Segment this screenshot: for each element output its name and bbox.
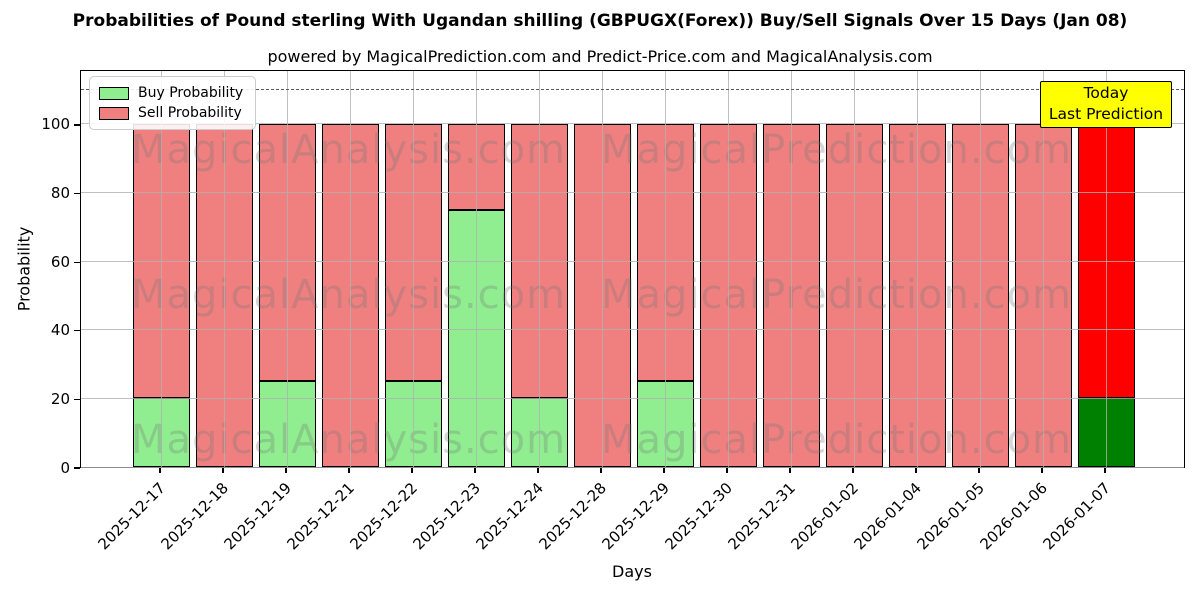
y-tick-label: 0 [60,458,70,477]
x-tick-label: 2025-12-23 [409,479,484,554]
y-tick-mark [74,124,80,126]
y-tick-label: 80 [50,184,70,203]
chart-subtitle: powered by MagicalPrediction.com and Pre… [267,47,933,66]
buy-color-swatch [99,86,129,100]
x-tick-label: 2026-01-06 [976,479,1051,554]
x-tick-label: 2025-12-17 [94,479,169,554]
x-tick-label: 2025-12-21 [283,479,358,554]
today-annotation-line1: Today [1083,84,1129,102]
watermark-text: MagicalPrediction.com [601,417,1072,463]
x-tick-mark [852,468,854,473]
x-tick-label: 2026-01-02 [787,479,862,554]
x-gridline [412,71,414,467]
x-tick-label: 2026-01-04 [850,479,925,554]
x-tick-label: 2025-12-19 [220,479,295,554]
legend: Buy Probability Sell Probability [89,76,257,130]
x-tick-mark [600,468,602,473]
legend-item-buy: Buy Probability [99,83,243,103]
y-gridline [81,397,1184,399]
legend-label-buy: Buy Probability [138,85,244,101]
plot-area: MagicalAnalysis.com MagicalPrediction.com… [80,70,1185,468]
x-tick-mark [915,468,917,473]
y-tick-mark [74,398,80,401]
x-gridline [1042,71,1044,467]
x-gridline [790,71,792,467]
x-tick-mark [348,468,350,473]
y-gridline [81,192,1184,194]
chart-title: Probabilities of Pound sterling With Uga… [72,11,1128,31]
x-gridline [727,71,729,467]
x-gridline [223,71,225,467]
x-tick-mark [285,468,287,473]
y-tick-label: 100 [41,115,70,134]
x-tick-label: 2025-12-24 [472,479,547,554]
dashed-threshold-line [81,88,1184,90]
x-tick-label: 2025-12-22 [346,479,421,554]
y-gridline [81,466,1184,468]
x-tick-mark [789,468,791,473]
watermark-text: MagicalPrediction.com [601,127,1072,173]
watermark-text: MagicalAnalysis.com [131,272,567,318]
x-gridline [853,71,855,467]
y-tick-mark [74,330,80,332]
x-gridline [664,71,666,467]
x-tick-mark [411,468,413,473]
watermark-text: MagicalAnalysis.com [131,417,567,463]
x-gridline [1105,71,1107,467]
x-tick-label: 2025-12-18 [157,479,232,554]
x-tick-mark [978,468,980,473]
y-gridline [81,329,1184,331]
y-gridline [81,123,1184,125]
today-annotation-line2: Last Prediction [1048,105,1164,123]
x-gridline [538,71,540,467]
y-tick-label: 60 [50,252,70,271]
x-gridline [286,71,288,467]
x-tick-label: 2025-12-29 [598,479,673,554]
x-axis-label: Days [612,562,652,581]
x-gridline [916,71,918,467]
x-tick-mark [663,468,665,473]
legend-label-sell: Sell Probability [138,105,242,121]
x-tick-label: 2025-12-31 [724,479,799,554]
x-tick-mark [537,468,539,473]
legend-item-sell: Sell Probability [99,103,243,123]
y-gridline [81,260,1184,262]
x-tick-mark [159,468,161,473]
x-tick-mark [1104,468,1106,473]
watermark-text: MagicalPrediction.com [601,272,1072,318]
x-tick-label: 2026-01-05 [913,479,988,554]
x-gridline [601,71,603,467]
x-gridline [979,71,981,467]
x-tick-mark [222,468,224,473]
x-gridline [160,71,162,467]
x-tick-label: 2025-12-28 [535,479,610,554]
y-tick-mark [74,467,80,469]
x-gridline [349,71,351,467]
y-tick-label: 40 [50,321,70,340]
x-tick-mark [474,468,476,473]
x-gridline [475,71,477,467]
sell-color-swatch [99,106,129,120]
x-tick-mark [1041,468,1043,473]
x-tick-label: 2025-12-30 [661,479,736,554]
y-tick-mark [74,192,80,195]
today-annotation: Today Last Prediction [1040,81,1172,128]
x-tick-label: 2026-01-07 [1039,479,1114,554]
watermark-text: MagicalAnalysis.com [131,127,567,173]
y-tick-mark [74,261,80,263]
x-tick-mark [726,468,728,473]
y-tick-label: 20 [50,389,70,408]
